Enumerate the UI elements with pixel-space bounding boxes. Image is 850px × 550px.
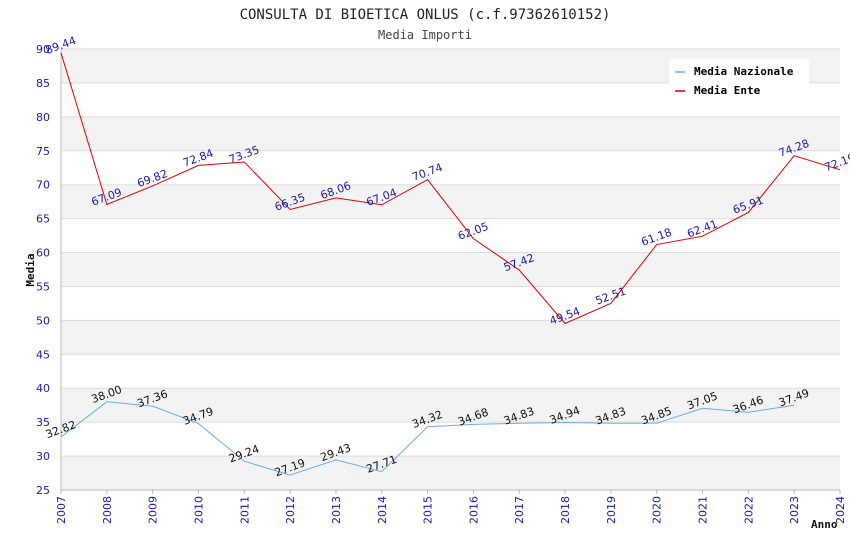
x-tick-label: 2014: [376, 496, 389, 524]
y-tick-label: 35: [36, 416, 50, 429]
x-tick-label: 2017: [513, 496, 526, 524]
grid-band: [61, 150, 840, 185]
x-tick-label: 2022: [742, 496, 755, 524]
y-tick-label: 30: [36, 450, 50, 463]
series-line-nazionale: [60, 401, 795, 476]
grid-band: [61, 252, 840, 287]
y-tick-label: 55: [36, 280, 50, 293]
grid-bands: [61, 49, 840, 490]
x-tick-label: 2013: [330, 496, 343, 524]
x-tick-label: 2015: [422, 496, 435, 524]
grid-band: [61, 320, 840, 355]
grid-band: [61, 456, 840, 490]
grid-band: [61, 388, 840, 423]
x-tick-label: 2019: [605, 496, 618, 524]
x-tick-label: 2010: [192, 496, 205, 524]
y-tick-label: 80: [36, 111, 50, 124]
x-tick-label: 2009: [147, 496, 160, 524]
x-tick-labels: 2007 2008 2009 2010 2011 2012 2013 2014 2015 2016…: [55, 490, 847, 524]
grid-lines: [61, 48, 840, 491]
x-tick-label: 2007: [55, 496, 68, 524]
x-tick-label: 2008: [101, 496, 114, 524]
x-tick-label: 2012: [284, 496, 297, 524]
chart-subtitle: Media Importi: [378, 28, 472, 42]
legend-box: [669, 59, 809, 101]
x-tick-label: 2011: [238, 496, 251, 524]
y-tick-label: 75: [36, 145, 50, 158]
grid-band: [61, 184, 840, 219]
legend: Media Nazionale Media Ente: [669, 59, 809, 101]
legend-label-ente: Media Ente: [694, 84, 761, 97]
grid-band: [61, 218, 840, 253]
x-tick-label: 2020: [651, 496, 664, 524]
legend-label-nazionale: Media Nazionale: [694, 65, 794, 78]
grid-band: [61, 116, 840, 151]
series-lines: [60, 52, 841, 476]
grid-band: [61, 422, 840, 457]
x-tick-label: 2021: [697, 496, 710, 524]
grid-band: [61, 354, 840, 389]
chart-title: CONSULTA DI BIOETICA ONLUS (c.f.97362610…: [240, 7, 611, 23]
y-tick-labels: 25 30 35 40 45 50 55 60 65 70 75 80 85 90: [36, 43, 50, 497]
x-tick-label: 2016: [467, 496, 480, 524]
y-tick-label: 90: [36, 43, 50, 56]
series-line-ente: [60, 52, 841, 325]
y-tick-label: 25: [36, 484, 50, 497]
y-tick-label: 40: [36, 382, 50, 395]
grid-band: [61, 286, 840, 321]
x-tick-label: 2018: [559, 496, 572, 524]
x-tick-label: 2024: [834, 496, 847, 524]
y-tick-label: 85: [36, 77, 50, 90]
y-tick-label: 60: [36, 247, 50, 260]
y-tick-label: 50: [36, 314, 50, 327]
x-tick-label: 2023: [788, 496, 801, 524]
y-tick-label: 70: [36, 179, 50, 192]
axes: [60, 49, 840, 491]
y-tick-label: 45: [36, 348, 50, 361]
x-axis-label: Anno: [811, 518, 838, 531]
y-tick-label: 65: [36, 213, 50, 226]
y-axis-label: Media: [24, 253, 37, 286]
